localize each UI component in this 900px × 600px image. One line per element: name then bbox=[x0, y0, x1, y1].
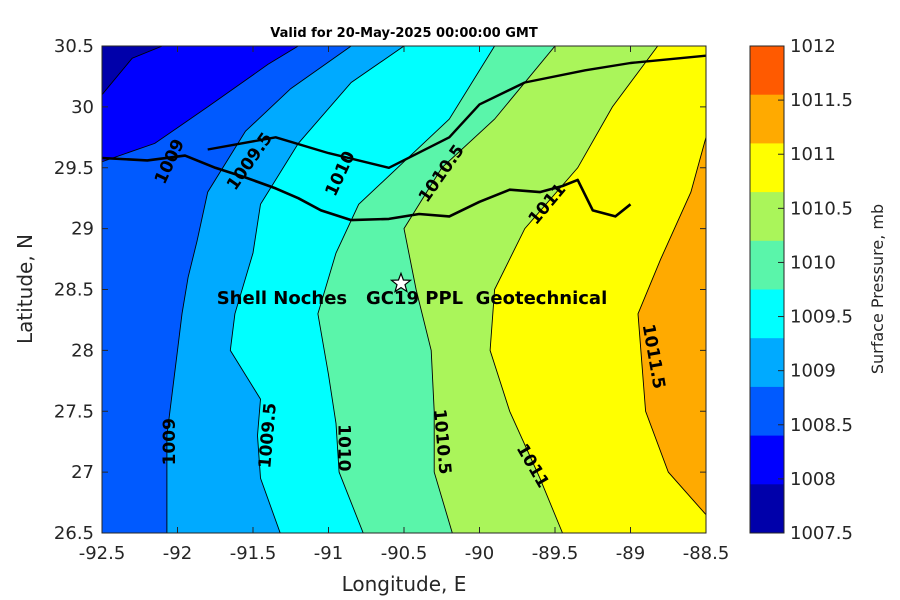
colorbar: 1012 1011.5 1011 1010.5 1010 1009.5 1009 1008.5… bbox=[749, 36, 853, 544]
colorbar-tick-label: 1007.5 bbox=[790, 523, 853, 544]
y-axis-ticks: 30.5 30 29.5 29 28.5 28 27.5 27 26.5 bbox=[54, 36, 706, 544]
x-tick-label: -91.5 bbox=[230, 543, 277, 564]
pressure-bands bbox=[102, 46, 706, 533]
x-tick-label: -90 bbox=[465, 543, 494, 564]
coastline-inland bbox=[207, 54, 706, 170]
x-tick-label: -92.5 bbox=[79, 543, 126, 564]
colorbar-label: Surface Pressure, mb bbox=[868, 204, 887, 374]
isobar-1009 bbox=[166, 46, 352, 533]
colorbar-swatch bbox=[750, 338, 784, 388]
colorbar-swatch bbox=[750, 289, 784, 339]
colorbar-swatch bbox=[750, 240, 784, 290]
pressure-band-1007.5 bbox=[102, 46, 163, 95]
coastline-shore bbox=[102, 154, 632, 222]
colorbar-tick-label: 1008 bbox=[790, 469, 836, 490]
y-tick-label: 27.5 bbox=[54, 401, 94, 422]
contour-label: 1009 bbox=[160, 418, 180, 465]
isobar-1010.5 bbox=[403, 46, 556, 533]
colorbar-tick-label: 1010.5 bbox=[790, 198, 853, 219]
isobar-1008.5 bbox=[102, 46, 299, 163]
x-axis-label: Longitude, E bbox=[342, 572, 467, 596]
y-tick-label: 28 bbox=[71, 340, 94, 361]
colorbar-tick-label: 1012 bbox=[790, 36, 836, 57]
y-tick-label: 26.5 bbox=[54, 523, 94, 544]
colorbar-tick-label: 1008.5 bbox=[790, 415, 853, 436]
isobar-1011.5 bbox=[637, 137, 706, 515]
x-tick-label: -89.5 bbox=[532, 543, 579, 564]
colorbar-swatch bbox=[750, 192, 784, 242]
colorbar-swatch bbox=[750, 386, 784, 437]
x-tick-label: -90.5 bbox=[381, 543, 428, 564]
isobar-1008 bbox=[102, 46, 163, 95]
isobar-1011 bbox=[489, 46, 659, 533]
colorbar-tick-label: 1011.5 bbox=[790, 90, 853, 111]
y-axis-label: Latitude, N bbox=[13, 234, 37, 344]
y-tick-label: 29 bbox=[71, 219, 94, 240]
colorbar-tick-label: 1010 bbox=[790, 252, 836, 273]
site-marker bbox=[389, 271, 413, 293]
y-tick-label: 30 bbox=[71, 97, 94, 118]
contour-label: 1010 bbox=[334, 424, 354, 471]
y-tick-label: 30.5 bbox=[54, 36, 94, 57]
x-tick-label: -89 bbox=[616, 543, 645, 564]
coastline bbox=[102, 54, 706, 222]
site-label: Shell Noches GC19 PPL Geotechnical bbox=[217, 288, 608, 309]
y-tick-label: 27 bbox=[71, 462, 94, 483]
isobar-1010 bbox=[317, 46, 495, 533]
y-tick-label: 28.5 bbox=[54, 280, 94, 301]
x-axis-ticks: -92.5 -92 -91.5 -91 -90.5 -90 -89.5 -89 -88.5 bbox=[79, 46, 730, 564]
colorbar-tick-label: 1009 bbox=[790, 361, 836, 382]
colorbar-frame bbox=[749, 45, 785, 534]
plot-area bbox=[102, 46, 706, 533]
colorbar-swatch bbox=[750, 94, 784, 144]
star-icon bbox=[389, 271, 413, 293]
colorbar-tick-label: 1011 bbox=[790, 144, 836, 165]
isobar-lines bbox=[102, 46, 706, 533]
pressure-band-1008 bbox=[102, 46, 299, 162]
colorbar-swatch bbox=[750, 435, 784, 485]
x-tick-label: -92 bbox=[163, 543, 192, 564]
colorbar-tick-label: 1009.5 bbox=[790, 307, 853, 328]
map-title: Valid for 20-May-2025 00:00:00 GMT bbox=[270, 26, 538, 41]
colorbar-swatch bbox=[750, 484, 784, 534]
y-tick-label: 29.5 bbox=[54, 158, 94, 179]
isobar-1009.5 bbox=[229, 46, 405, 533]
pressure-band-1011.5 bbox=[638, 137, 706, 515]
x-tick-label: -91 bbox=[314, 543, 343, 564]
x-tick-label: -88.5 bbox=[683, 543, 730, 564]
colorbar-swatch bbox=[750, 46, 784, 96]
pressure-band-1008.5 bbox=[102, 46, 352, 533]
colorbar-swatch bbox=[750, 143, 784, 193]
